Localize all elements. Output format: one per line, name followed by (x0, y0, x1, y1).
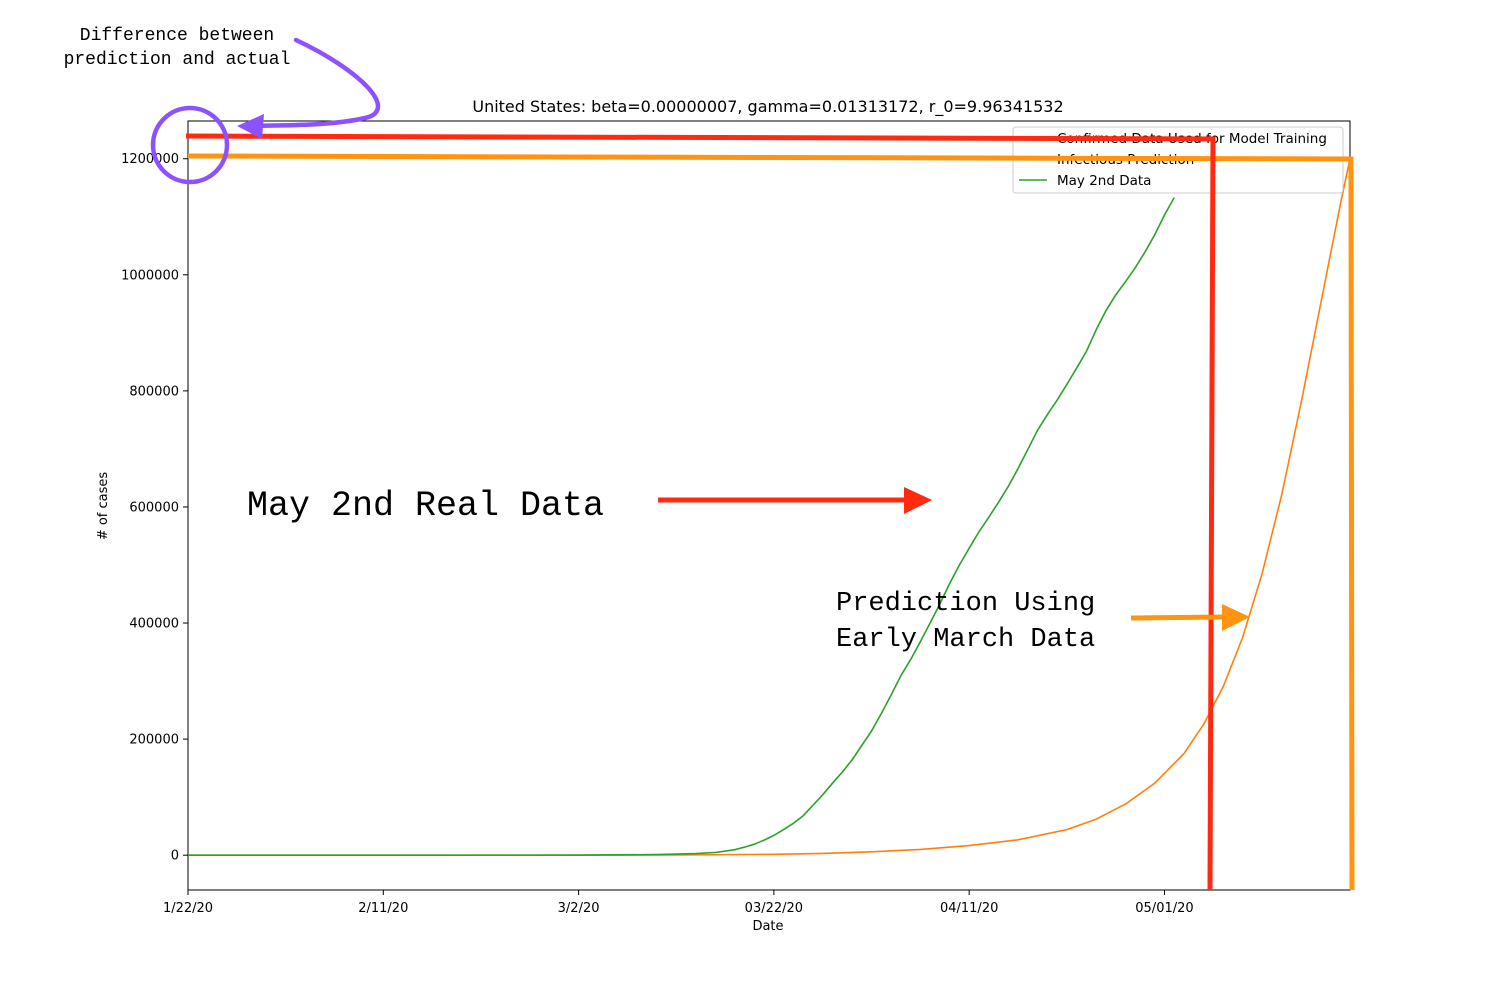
series-line-may-2nd-data (188, 197, 1175, 857)
series-layer (188, 158, 1351, 857)
y-axis: 0 200000 400000 600000 800000 1000000 1200000 (121, 152, 188, 864)
y-tick-label: 600000 (129, 500, 179, 515)
annotation-difference-line1: Difference between (80, 26, 274, 46)
annotation-prediction-line1: Prediction Using (836, 589, 1095, 619)
annotation-difference-line2: prediction and actual (64, 50, 291, 70)
y-tick-label: 200000 (129, 733, 179, 748)
orange-arrowhead (1222, 604, 1250, 631)
x-tick-label: 2/11/20 (358, 901, 408, 916)
chart-title: United States: beta=0.00000007, gamma=0.… (472, 97, 1063, 117)
annotation-may2-real: May 2nd Real Data (247, 486, 604, 526)
purple-arrow-curve (252, 37, 381, 129)
y-tick-label: 800000 (129, 384, 179, 399)
series-line-infectious-prediction (188, 158, 1351, 857)
annotation-prediction-line2: Early March Data (836, 625, 1095, 655)
red-reference-line (185, 133, 1216, 891)
y-axis-label: # of cases (96, 472, 111, 541)
overlay-annotations: Difference between prediction and actual… (64, 26, 1355, 891)
x-tick-label: 3/2/20 (558, 901, 600, 916)
difference-circle (150, 105, 230, 185)
purple-arrowhead (237, 114, 264, 139)
y-tick-label: 1000000 (121, 268, 179, 283)
orange-reference-line (187, 153, 1355, 891)
x-tick-label: 04/11/20 (940, 901, 998, 916)
orange-arrow-shaft (1130, 614, 1227, 621)
y-tick-label: 1200000 (121, 152, 179, 167)
x-axis: 1/22/20 2/11/20 3/2/20 03/22/20 04/11/20 05/0… (163, 890, 1194, 916)
x-tick-label: 1/22/20 (163, 901, 213, 916)
x-axis-label: Date (752, 919, 783, 934)
y-tick-label: 0 (171, 849, 179, 864)
x-tick-label: 05/01/20 (1135, 901, 1193, 916)
x-tick-label: 03/22/20 (745, 901, 803, 916)
y-tick-label: 400000 (129, 617, 179, 632)
red-arrowhead (904, 487, 932, 514)
legend-entry-may2: May 2nd Data (1057, 173, 1151, 189)
